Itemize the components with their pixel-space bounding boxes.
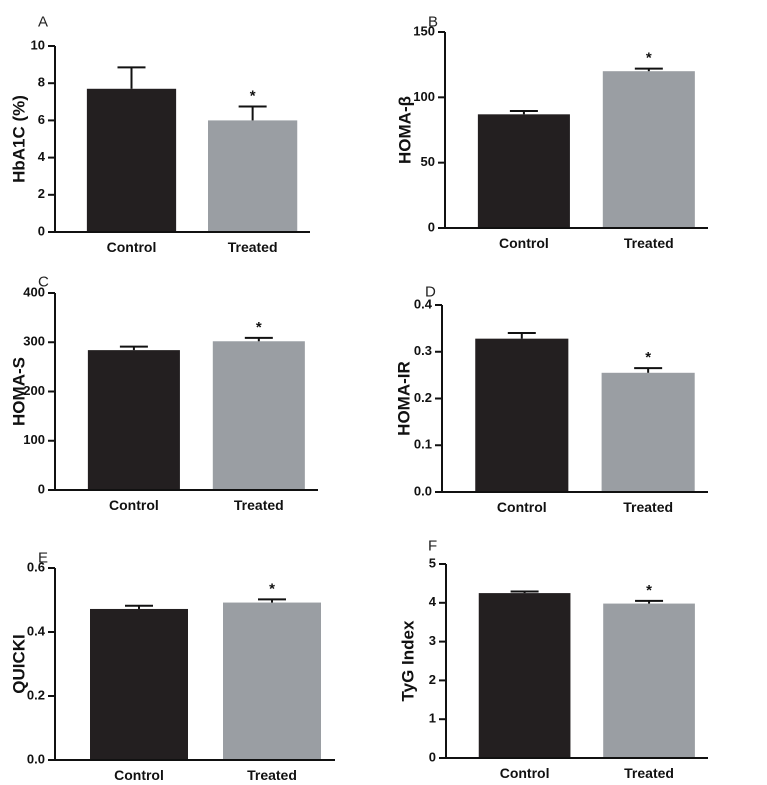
panel-f-x-tick-label-treated: Treated bbox=[624, 765, 674, 781]
panel-c-letter: C bbox=[38, 273, 49, 290]
panel-e-x-tick-label-control: Control bbox=[114, 767, 164, 783]
panel-e-y-tick-label: 0.4 bbox=[27, 623, 46, 638]
panel-a-y-tick-label: 4 bbox=[38, 149, 46, 164]
panel-f-y-tick-label: 1 bbox=[429, 711, 436, 726]
panel-a-x-tick-label-treated: Treated bbox=[228, 239, 278, 255]
panel-f-bar-control bbox=[478, 593, 571, 758]
panel-e-y-tick-label: 0.0 bbox=[27, 751, 45, 766]
panel-a-y-tick-label: 8 bbox=[38, 75, 45, 90]
panel-b-y-tick-label: 150 bbox=[413, 23, 435, 38]
panel-f-y-tick-label: 5 bbox=[429, 555, 436, 570]
panel-a-bar-control bbox=[86, 88, 177, 232]
panel-d-y-axis-title: HOMA-IR bbox=[394, 361, 413, 436]
panel-c-bar-treated bbox=[212, 341, 305, 490]
panel-f-y-tick-label: 4 bbox=[429, 594, 437, 609]
panel-c-y-tick-label: 100 bbox=[23, 432, 45, 447]
panel-c-y-tick-label: 200 bbox=[23, 383, 45, 398]
panel-d-x-tick-label-control: Control bbox=[497, 499, 547, 515]
panel-e-significance-marker: * bbox=[269, 580, 275, 597]
panel-a-y-tick-label: 10 bbox=[31, 37, 45, 52]
panel-e-bar-treated bbox=[223, 602, 321, 760]
panel-f-x-tick-label-control: Control bbox=[500, 765, 550, 781]
panel-b-y-tick-label: 50 bbox=[421, 154, 435, 169]
panel-d-y-tick-label: 0.1 bbox=[414, 437, 432, 452]
panel-f-y-tick-label: 0 bbox=[429, 749, 436, 764]
panel-a-significance-marker: * bbox=[250, 87, 256, 104]
panel-a-bar-treated bbox=[208, 120, 298, 232]
panel-a-y-tick-label: 0 bbox=[38, 223, 45, 238]
panel-d-bar-control bbox=[475, 338, 569, 492]
panel-d-y-tick-label: 0.4 bbox=[414, 296, 433, 311]
panel-c-y-tick-label: 0 bbox=[38, 481, 45, 496]
panel-c-y-axis-title: HOMA-S bbox=[9, 357, 28, 426]
panel-a-y-tick-label: 2 bbox=[38, 186, 45, 201]
panel-f-y-axis-title: TyG Index bbox=[398, 620, 417, 701]
panel-b-y-tick-label: 100 bbox=[413, 89, 435, 104]
panel-b-letter: B bbox=[428, 13, 438, 30]
panel-c-y-tick-label: 400 bbox=[23, 284, 45, 299]
panel-e-y-tick-label: 0.6 bbox=[27, 559, 45, 574]
panel-e-x-tick-label-treated: Treated bbox=[247, 767, 297, 783]
panel-a-y-tick-label: 6 bbox=[38, 112, 45, 127]
panel-b-bar-control bbox=[477, 114, 570, 228]
panel-d-x-tick-label-treated: Treated bbox=[623, 499, 673, 515]
panel-d-y-tick-label: 0.0 bbox=[414, 483, 432, 498]
panel-f-y-tick-label: 2 bbox=[429, 672, 436, 687]
panel-b-bar-treated bbox=[602, 71, 695, 228]
panel-c-bar-control bbox=[87, 350, 180, 490]
panel-d-significance-marker: * bbox=[645, 349, 651, 366]
panel-c-significance-marker: * bbox=[256, 319, 262, 336]
panel-a-x-tick-label-control: Control bbox=[107, 239, 157, 255]
panel-d-bar-treated bbox=[601, 372, 695, 492]
panel-c-x-tick-label-control: Control bbox=[109, 497, 159, 513]
panel-e-bar-control bbox=[90, 608, 188, 760]
panel-e-y-axis-title: QUICKI bbox=[9, 634, 28, 694]
panel-b-y-axis-title: HOMA-β bbox=[395, 96, 414, 164]
panel-a-y-axis-title: HbA1C (%) bbox=[9, 95, 28, 183]
panel-d-letter: D bbox=[425, 283, 436, 300]
panel-d-y-tick-label: 0.2 bbox=[414, 390, 432, 405]
panel-c-y-tick-label: 300 bbox=[23, 334, 45, 349]
panel-a-letter: A bbox=[38, 13, 48, 30]
panel-e-letter: E bbox=[38, 549, 48, 566]
panel-d-y-tick-label: 0.3 bbox=[414, 343, 432, 358]
panel-b-x-tick-label-treated: Treated bbox=[624, 235, 674, 251]
panel-c-x-tick-label-treated: Treated bbox=[234, 497, 284, 513]
panel-f-y-tick-label: 3 bbox=[429, 633, 436, 648]
panel-b-x-tick-label-control: Control bbox=[499, 235, 549, 251]
panel-f-letter: F bbox=[428, 537, 437, 554]
panel-b-significance-marker: * bbox=[646, 50, 652, 67]
panel-e-y-tick-label: 0.2 bbox=[27, 687, 45, 702]
panel-f-significance-marker: * bbox=[646, 582, 652, 599]
panel-f-bar-treated bbox=[603, 603, 695, 758]
panel-b-y-tick-label: 0 bbox=[428, 219, 435, 234]
